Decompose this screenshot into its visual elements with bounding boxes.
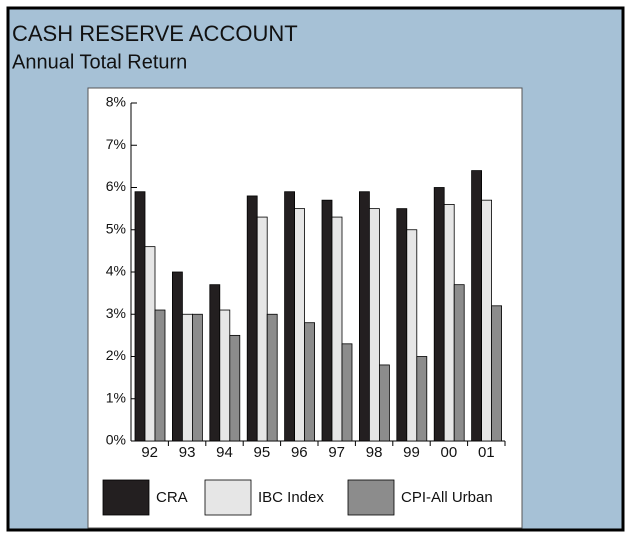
bar [266,313,278,442]
legend-swatch [204,479,252,516]
chart-title: CASH RESERVE ACCOUNT [12,21,298,46]
bar [294,208,306,442]
bar [331,216,343,442]
bar [396,208,408,442]
bar [453,284,465,442]
bar [154,309,166,442]
x-tick-label: 97 [328,444,345,461]
chart-subtitle: Annual Total Return [12,51,187,73]
bar [171,271,183,442]
y-tick-label: 7% [106,136,126,152]
bar [368,208,380,442]
bar [341,343,353,442]
bar [229,334,241,442]
y-tick-label: 4% [106,263,126,279]
legend-label: CPI-All Urban [401,489,493,506]
bar [321,199,333,442]
legend-swatch [347,479,395,516]
legend-swatch [102,479,150,516]
bar [191,313,203,442]
legend-label: CRA [156,489,188,506]
x-tick-label: 01 [478,444,495,461]
x-tick-label: 93 [179,444,196,461]
bar [358,191,370,442]
x-tick-label: 96 [291,444,308,461]
y-tick-label: 3% [106,305,126,321]
x-tick-label: 00 [441,444,458,461]
bar [246,195,258,442]
bar [284,191,296,442]
y-tick-label: 2% [106,347,126,363]
bar [181,313,193,442]
bar [134,191,146,442]
bar [256,216,268,442]
y-tick-label: 8% [106,94,126,110]
bar [378,364,390,442]
bar [433,187,445,442]
bar [144,246,156,442]
bar [406,229,418,442]
legend-label: IBC Index [258,489,324,506]
bar [491,305,503,442]
y-tick-label: 5% [106,220,126,236]
x-tick-label: 98 [366,444,383,461]
bar [443,203,455,442]
x-tick-label: 95 [254,444,271,461]
bar [304,322,316,442]
bar [209,284,221,442]
x-tick-label: 94 [216,444,233,461]
bar [416,356,428,442]
bar [219,309,231,442]
bar [481,199,493,442]
x-tick-label: 99 [403,444,420,461]
x-tick-label: 92 [141,444,158,461]
y-tick-label: 6% [106,178,126,194]
bar [471,170,483,442]
y-tick-label: 1% [106,389,126,405]
y-tick-label: 0% [106,432,126,448]
